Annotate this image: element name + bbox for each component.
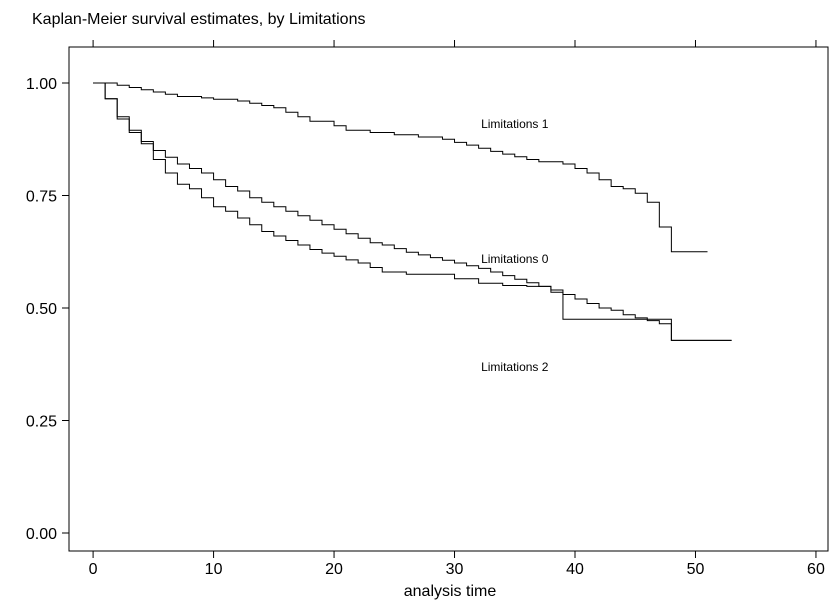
axis-ticks: 0 10 20 30 40 50 60 0.00 0.25 0.50 0.75 1.00 <box>26 40 825 578</box>
curve-labels: Limitations 1 Limitations 0 Limitations 2 <box>481 117 549 374</box>
series-label-limitations-1: Limitations 1 <box>481 117 549 131</box>
y-tick-label: 0.75 <box>26 189 57 206</box>
y-tick-label: 0.00 <box>26 526 57 543</box>
x-tick-label: 60 <box>807 561 825 578</box>
series-line-limitations-2 <box>93 82 732 341</box>
y-tick-label: 0.50 <box>26 301 57 318</box>
series-line-limitations-0 <box>93 82 732 341</box>
chart-title: Kaplan-Meier survival estimates, by Limi… <box>32 11 365 28</box>
survival-curves <box>93 82 732 341</box>
series-line-limitations-1 <box>93 82 708 253</box>
x-tick-label: 20 <box>325 561 343 578</box>
plot-area-frame <box>68 46 829 552</box>
series-label-limitations-0: Limitations 0 <box>481 252 549 266</box>
y-tick-label: 1.00 <box>26 76 57 93</box>
x-tick-label: 50 <box>687 561 705 578</box>
x-tick-label: 40 <box>566 561 584 578</box>
x-tick-label: 10 <box>205 561 223 578</box>
x-tick-label: 0 <box>89 561 98 578</box>
x-tick-label: 30 <box>446 561 464 578</box>
series-label-limitations-2: Limitations 2 <box>481 360 549 374</box>
y-tick-label: 0.25 <box>26 414 57 431</box>
x-axis-title: analysis time <box>404 583 497 600</box>
